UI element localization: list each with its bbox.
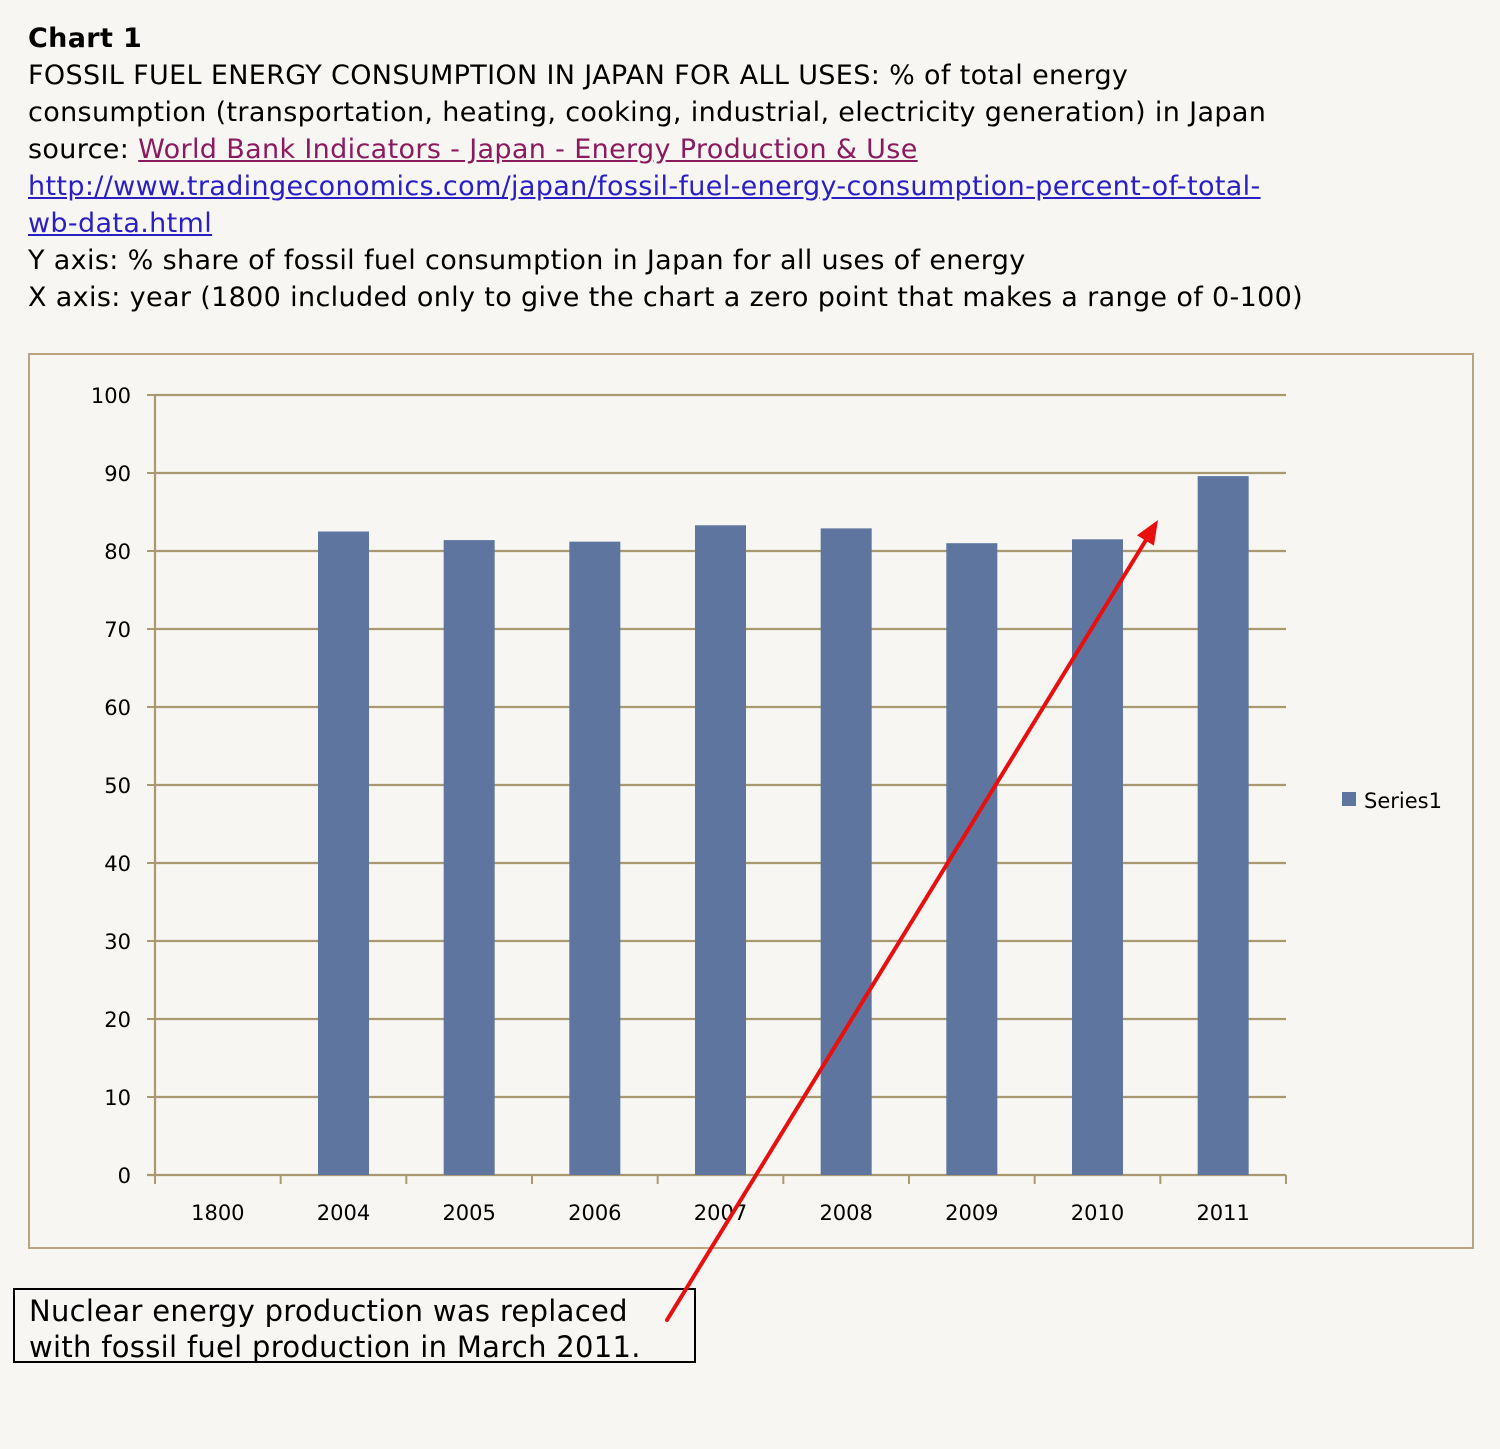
bars [318, 476, 1249, 1175]
y-tick-label: 60 [104, 696, 131, 720]
bar-2008 [820, 528, 872, 1175]
chart-title-line-2: consumption (transportation, heating, co… [28, 97, 1267, 128]
x-tick-label: 2009 [945, 1201, 998, 1225]
y-tick-label: 80 [104, 540, 131, 564]
url-link-line-2[interactable]: wb-data.html [28, 208, 213, 239]
source-link[interactable]: World Bank Indicators - Japan - Energy P… [138, 134, 918, 165]
bar-2007 [695, 525, 746, 1175]
bar-2009 [946, 543, 998, 1175]
chart-label: Chart 1 [28, 23, 143, 54]
y-tick-label: 100 [91, 384, 131, 408]
bar-2006 [569, 541, 621, 1175]
y-tick-label: 20 [104, 1008, 131, 1032]
source-prefix: source: [28, 134, 139, 165]
callout-line-1: Nuclear energy production was replaced [29, 1294, 628, 1328]
bar-2004 [318, 531, 369, 1175]
bar-2011 [1197, 476, 1249, 1175]
x-axis-note: X axis: year (1800 included only to give… [28, 282, 1304, 313]
legend: Series1 [1342, 789, 1442, 813]
x-tick-label: 2008 [819, 1201, 872, 1225]
y-tick-label: 90 [104, 462, 131, 486]
bar-2010 [1072, 539, 1123, 1175]
x-tick-label: 2011 [1196, 1201, 1249, 1225]
annotation-callout: Nuclear energy production was replaced w… [13, 1288, 696, 1364]
x-tick-label: 2006 [568, 1201, 621, 1225]
url-link-line-1[interactable]: http://www.tradingeconomics.com/japan/fo… [28, 171, 1261, 202]
legend-swatch [1342, 792, 1356, 806]
y-tick-label: 50 [104, 774, 131, 798]
y-tick-label: 10 [104, 1086, 131, 1110]
y-tick-label: 70 [104, 618, 131, 642]
x-tick-label: 2004 [317, 1201, 370, 1225]
bar-2005 [443, 540, 495, 1175]
x-tick-label: 2005 [442, 1201, 495, 1225]
x-tick-labels: 1800 2004 2005 2006 2007 2008 2009 2010 2011 [191, 1201, 1250, 1225]
x-tick-label: 1800 [191, 1201, 244, 1225]
y-axis-note: Y axis: % share of fossil fuel consumpti… [28, 245, 1026, 276]
chart-header: Chart 1 FOSSIL FUEL ENERGY CONSUMPTION I… [28, 20, 1488, 316]
y-tick-label: 0 [118, 1164, 131, 1188]
x-tick-label: 2010 [1071, 1201, 1124, 1225]
y-tick-label: 30 [104, 930, 131, 954]
callout-line-2: with fossil fuel production in March 201… [29, 1330, 641, 1364]
y-tick-label: 40 [104, 852, 131, 876]
y-tick-labels: 0 10 20 30 40 50 60 70 80 90 100 [91, 384, 131, 1188]
legend-label: Series1 [1364, 789, 1442, 813]
chart-title-line-1: FOSSIL FUEL ENERGY CONSUMPTION IN JAPAN … [28, 60, 1129, 91]
source-line: source: World Bank Indicators - Japan - … [28, 131, 1488, 168]
x-tick-label: 2007 [694, 1201, 747, 1225]
